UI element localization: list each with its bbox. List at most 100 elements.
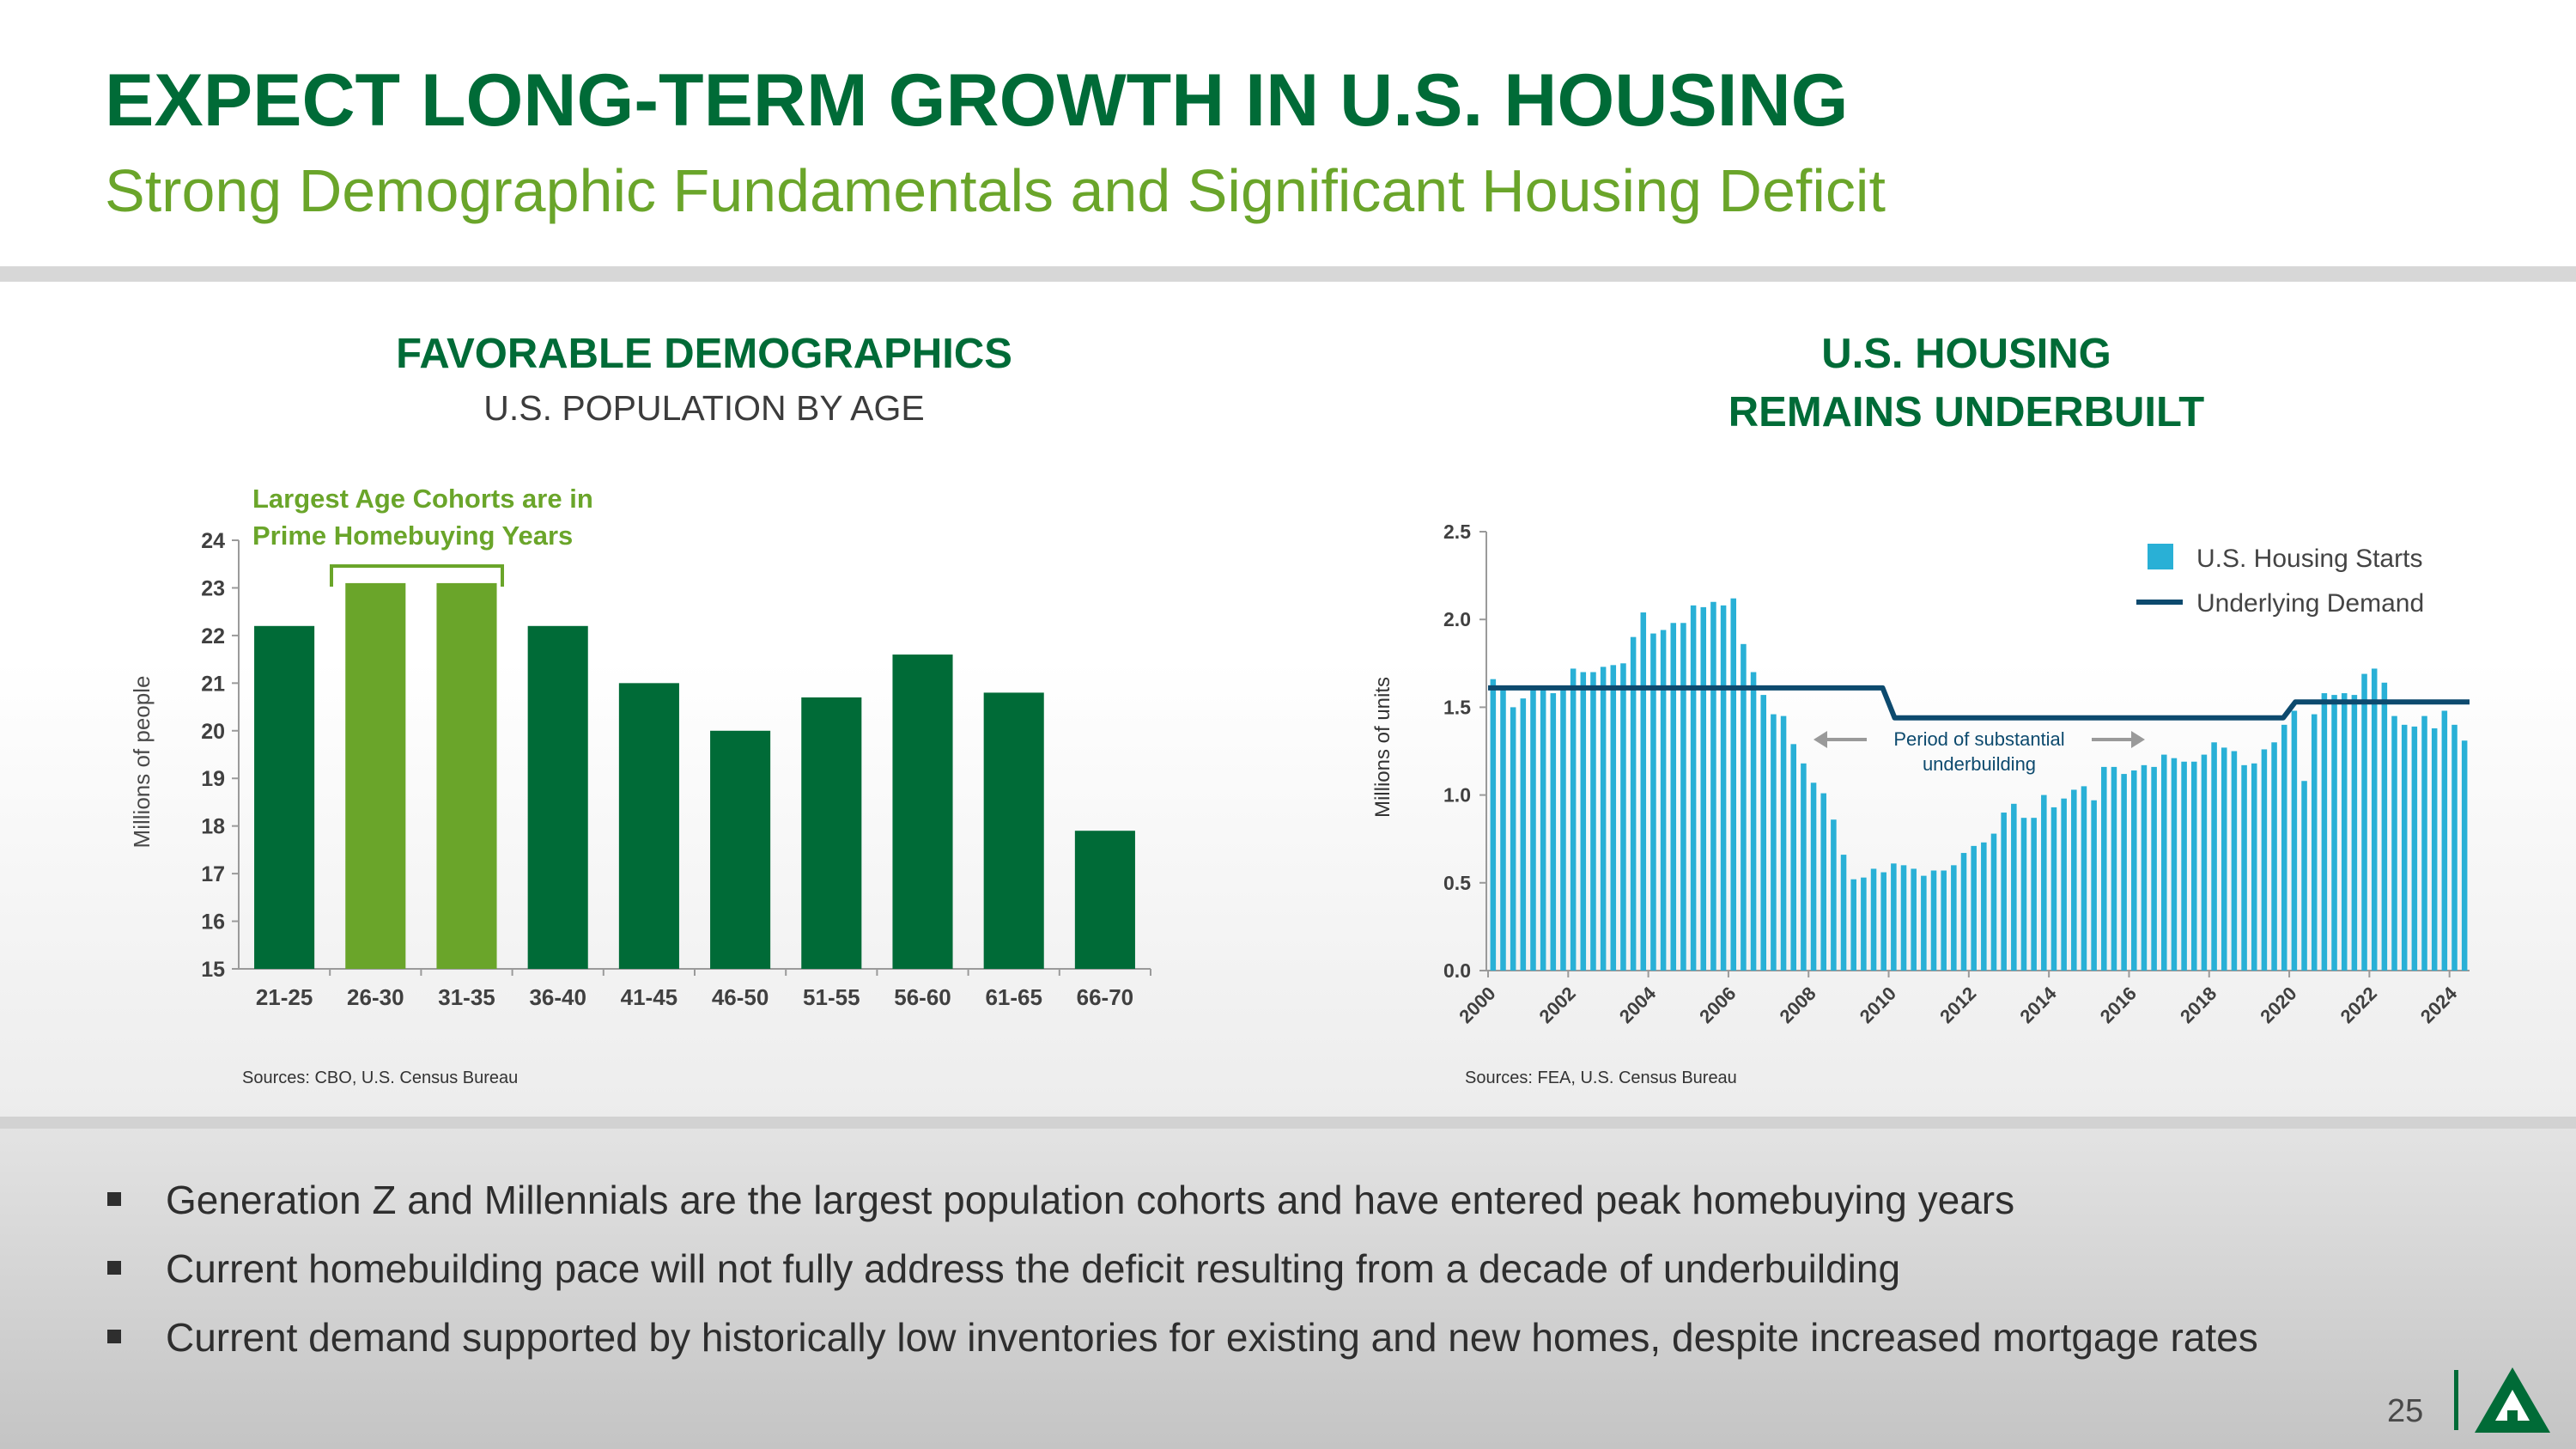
right-y-tick-label: 0.0 xyxy=(1443,959,1471,982)
housing-start-bar xyxy=(2251,763,2257,971)
bullet-item: Generation Z and Millennials are the lar… xyxy=(107,1170,2258,1239)
housing-start-bar xyxy=(1981,842,1987,971)
bullet-item: Current demand supported by historically… xyxy=(107,1307,2258,1376)
housing-start-bar xyxy=(2461,740,2468,971)
cohort-bracket xyxy=(330,564,504,587)
left-y-tick-label: 15 xyxy=(201,958,225,982)
housing-start-bar xyxy=(1930,870,1937,971)
housing-start-bar xyxy=(2221,747,2227,971)
housing-start-bar xyxy=(2190,761,2197,971)
left-y-tick-label: 17 xyxy=(201,862,225,886)
population-by-age-chart: 15 16 17 18 19 20 21 22 23 24 21-25 26-30 31-35 36-40… xyxy=(129,484,1151,1010)
housing-start-bar xyxy=(2241,764,2247,971)
year-tick-label: 2020 xyxy=(2256,983,2300,1027)
housing-start-bar xyxy=(1620,663,1626,971)
housing-start-bar xyxy=(2181,761,2187,971)
left-chart-source: Sources: CBO, U.S. Census Bureau xyxy=(242,1068,519,1087)
legend-label-underlying-demand: Underlying Demand xyxy=(2196,589,2424,618)
housing-start-bar xyxy=(1710,601,1716,971)
right-y-axis-label: Millions of units xyxy=(1371,677,1394,818)
housing-start-bar xyxy=(1790,744,1796,971)
housing-start-bar xyxy=(2161,754,2167,971)
page-title: EXPECT LONG-TERM GROWTH IN U.S. HOUSING xyxy=(105,59,1849,142)
housing-start-bar xyxy=(1630,636,1637,971)
bullet-text: Generation Z and Millennials are the lar… xyxy=(166,1178,2015,1222)
year-tick-label: 2014 xyxy=(2015,982,2061,1027)
housing-start-bar xyxy=(2381,682,2388,971)
housing-start-bar xyxy=(1850,879,1856,971)
right-arrow-icon xyxy=(2092,731,2145,748)
year-tick-label: 2016 xyxy=(2096,983,2141,1027)
legend-swatch-housing-starts xyxy=(2148,544,2173,569)
housing-start-bar xyxy=(1530,685,1536,971)
housing-start-bar xyxy=(1660,630,1667,971)
housing-start-bar xyxy=(2071,789,2077,971)
bullet-text: Current demand supported by historically… xyxy=(166,1315,2258,1360)
age-bar xyxy=(1074,831,1135,969)
housing-start-bar xyxy=(1870,868,1877,971)
housing-start-bar xyxy=(1500,689,1506,971)
housing-start-bar xyxy=(2331,695,2337,971)
age-bar xyxy=(345,582,406,969)
housing-start-bar xyxy=(1510,707,1516,971)
housing-start-bar xyxy=(2231,751,2238,971)
housing-start-bar xyxy=(1911,868,1917,971)
right-chart-source: Sources: FEA, U.S. Census Bureau xyxy=(1465,1068,1737,1087)
housing-start-bar xyxy=(2020,818,2027,971)
housing-start-bar xyxy=(2281,724,2287,971)
housing-start-bar xyxy=(1730,598,1737,971)
housing-start-bar xyxy=(1490,679,1497,971)
left-chart-subtitle: U.S. POPULATION BY AGE xyxy=(483,388,925,428)
housing-start-bar xyxy=(2401,724,2408,971)
housing-start-bar xyxy=(2061,798,2067,971)
housing-start-bar xyxy=(1570,668,1577,971)
footer-divider xyxy=(2454,1370,2458,1430)
housing-start-bar xyxy=(2391,715,2397,971)
underlying-demand-line xyxy=(1488,685,2470,721)
housing-start-bar xyxy=(2171,758,2178,971)
age-bar xyxy=(801,697,862,969)
age-bar xyxy=(983,692,1044,969)
housing-start-bar xyxy=(1861,877,1867,971)
left-y-tick-label: 20 xyxy=(201,720,225,744)
housing-start-bar xyxy=(1831,819,1837,971)
right-y-tick-label: 1.5 xyxy=(1443,696,1471,718)
bullet-item: Current homebuilding pace will not fully… xyxy=(107,1239,2258,1307)
housing-start-bar xyxy=(1720,605,1727,971)
housing-start-bar xyxy=(2211,742,2217,971)
age-bar xyxy=(892,654,953,969)
housing-start-bar xyxy=(1680,623,1686,971)
year-tick-label: 2002 xyxy=(1535,983,1580,1027)
year-tick-label: 2012 xyxy=(1935,983,1980,1027)
age-category-label: 21-25 xyxy=(256,984,313,1010)
left-y-tick-label: 23 xyxy=(201,576,225,600)
right-y-tick-label: 2.0 xyxy=(1443,608,1471,630)
left-y-tick-label: 19 xyxy=(201,767,225,791)
left-arrow-icon xyxy=(1814,731,1867,748)
year-tick-label: 2018 xyxy=(2176,983,2221,1027)
housing-start-bar xyxy=(1780,715,1787,971)
left-y-tick-label: 16 xyxy=(201,910,225,935)
age-bar xyxy=(254,625,315,969)
housing-start-bar xyxy=(1960,853,1967,971)
bullet-square-icon xyxy=(107,1330,121,1343)
cohort-annotation-line2: Prime Homebuying Years xyxy=(252,521,573,551)
housing-start-bar xyxy=(2031,818,2037,971)
housing-start-bar xyxy=(1650,633,1656,971)
age-bar xyxy=(710,730,771,969)
left-chart-title: FAVORABLE DEMOGRAPHICS xyxy=(396,331,1012,377)
housing-start-bar xyxy=(1580,672,1587,971)
age-category-label: 41-45 xyxy=(621,984,678,1010)
age-bar xyxy=(436,582,497,969)
housing-start-bar xyxy=(2411,726,2418,971)
right-chart-title-line2: REMAINS UNDERBUILT xyxy=(1728,389,2205,435)
housing-start-bar xyxy=(2451,724,2458,971)
housing-start-bar xyxy=(2131,770,2137,971)
right-y-tick-label: 2.5 xyxy=(1443,521,1471,543)
year-tick-label: 2022 xyxy=(2336,983,2381,1027)
housing-start-bar xyxy=(2151,766,2157,971)
housing-start-bar xyxy=(2201,754,2208,971)
housing-start-bar xyxy=(2271,742,2277,971)
housing-start-bar xyxy=(1640,612,1647,971)
housing-start-bar xyxy=(1560,689,1566,971)
